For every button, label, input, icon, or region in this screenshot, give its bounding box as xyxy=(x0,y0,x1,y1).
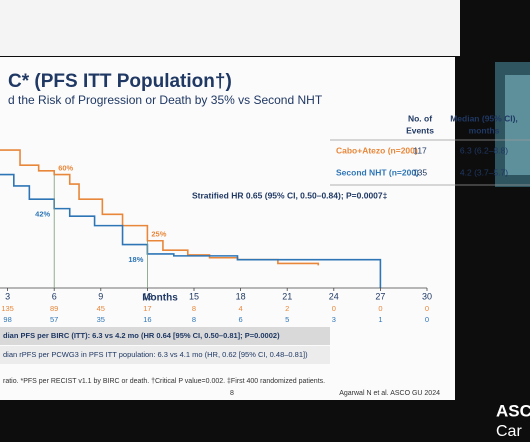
legend-label: Second NHT (n=200) xyxy=(336,167,419,177)
at-risk: 8 xyxy=(192,304,196,313)
at-risk: 0 xyxy=(332,304,336,313)
median: 6.3 (6.2–8.8) xyxy=(460,145,508,155)
at-risk: 0 xyxy=(378,304,382,313)
at-risk: 17 xyxy=(143,304,151,313)
x-tick-label: 21 xyxy=(282,291,292,301)
at-risk: 135 xyxy=(1,304,14,313)
median: 4.2 (3.7–5.7) xyxy=(460,167,508,177)
overlay-text: Car xyxy=(496,423,522,440)
note-box xyxy=(0,327,330,345)
x-tick-label: 9 xyxy=(98,291,103,301)
note: dian rPFS per PCWG3 in PFS ITT populatio… xyxy=(3,350,308,359)
table-header: Median (95% CI), xyxy=(450,113,518,123)
chart-title: C* (PFS ITT Population†) xyxy=(8,71,232,92)
at-risk: 0 xyxy=(425,315,429,324)
annotation: 42% xyxy=(35,210,50,219)
annotation: 25% xyxy=(151,230,166,239)
at-risk: 2 xyxy=(285,304,289,313)
overlay-text: ASC xyxy=(496,401,530,420)
at-risk: 5 xyxy=(285,315,289,324)
page-number: 8 xyxy=(230,390,234,397)
plot xyxy=(0,149,382,288)
at-risk: 45 xyxy=(97,304,105,313)
survival-curve xyxy=(0,173,382,288)
at-risk: 3 xyxy=(332,315,336,324)
top-blank xyxy=(0,0,460,56)
footnote: ratio. *PFS per RECIST v1.1 by BIRC or d… xyxy=(3,378,325,385)
note-box xyxy=(0,346,330,364)
speaker-video-highlight xyxy=(505,75,530,175)
x-axis-label: Months xyxy=(142,293,178,304)
x-tick-label: 3 xyxy=(5,291,10,301)
legend-label: Cabo+Atezo (n=200) xyxy=(336,145,418,155)
x-tick-label: 12 xyxy=(142,291,152,301)
x-tick-label: 6 xyxy=(52,291,57,301)
at-risk: 1 xyxy=(378,315,382,324)
x-tick-label: 24 xyxy=(329,291,339,301)
table-header: Events xyxy=(406,125,434,135)
at-risk: 4 xyxy=(239,304,243,313)
hazard-ratio: Stratified HR 0.65 (95% CI, 0.50–0.84); … xyxy=(192,190,388,200)
at-risk: 16 xyxy=(143,315,151,324)
events: 135 xyxy=(413,167,427,177)
annotation: 18% xyxy=(128,255,143,264)
x-tick-label: 15 xyxy=(189,291,199,301)
note: dian PFS per BIRC (ITT): 6.3 vs 4.2 mo (… xyxy=(3,331,280,340)
at-risk: 57 xyxy=(50,315,58,324)
citation: Agarwal N et al. ASCO GU 2024 xyxy=(339,390,440,397)
at-risk: 89 xyxy=(50,304,58,313)
events: 117 xyxy=(413,145,427,155)
at-risk: 6 xyxy=(239,315,243,324)
table-header: No. of xyxy=(408,113,432,123)
at-risk: 0 xyxy=(425,304,429,313)
x-tick-label: 18 xyxy=(236,291,246,301)
x-tick-label: 27 xyxy=(375,291,385,301)
chart-subtitle: d the Risk of Progression or Death by 35… xyxy=(8,93,323,107)
table-header: months xyxy=(469,125,500,135)
annotation: 60% xyxy=(58,164,73,173)
x-tick-label: 30 xyxy=(422,291,432,301)
at-risk: 98 xyxy=(3,315,11,324)
at-risk: 8 xyxy=(192,315,196,324)
at-risk: 35 xyxy=(97,315,105,324)
